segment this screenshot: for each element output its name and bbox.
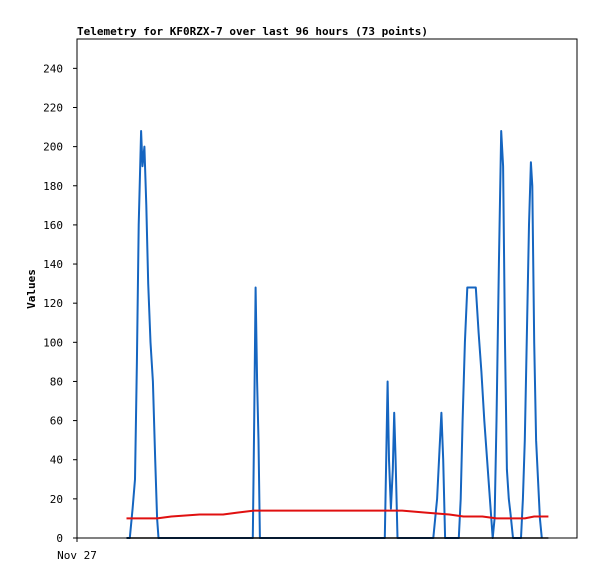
y-tick-label: 160	[43, 219, 63, 232]
y-tick-label: 60	[50, 415, 63, 428]
y-axis-label: Values	[25, 269, 38, 309]
plot-frame	[76, 38, 578, 539]
series-line-1	[126, 130, 543, 539]
y-tick-label: 180	[43, 180, 63, 193]
y-tick-label: 100	[43, 336, 63, 349]
y-tick-label: 80	[50, 375, 63, 388]
y-tick-label: 40	[50, 454, 63, 467]
y-axis: 0 20 40 60 80 100 120 140 160 180 200 220 240	[43, 62, 77, 545]
y-tick-label: 200	[43, 141, 63, 154]
y-tick-label: 0	[56, 532, 63, 545]
series-layer	[126, 130, 549, 539]
series-line-2	[126, 509, 549, 520]
x-tick-label: Nov 27	[57, 549, 97, 562]
x-axis: Nov 27	[57, 538, 97, 562]
chart-title: Telemetry for KF0RZX-7 over last 96 hour…	[77, 25, 428, 38]
y-tick-label: 20	[50, 493, 63, 506]
y-tick-label: 240	[43, 62, 63, 75]
y-tick-label: 220	[43, 101, 63, 114]
y-tick-label: 120	[43, 297, 63, 310]
y-tick-label: 140	[43, 258, 63, 271]
